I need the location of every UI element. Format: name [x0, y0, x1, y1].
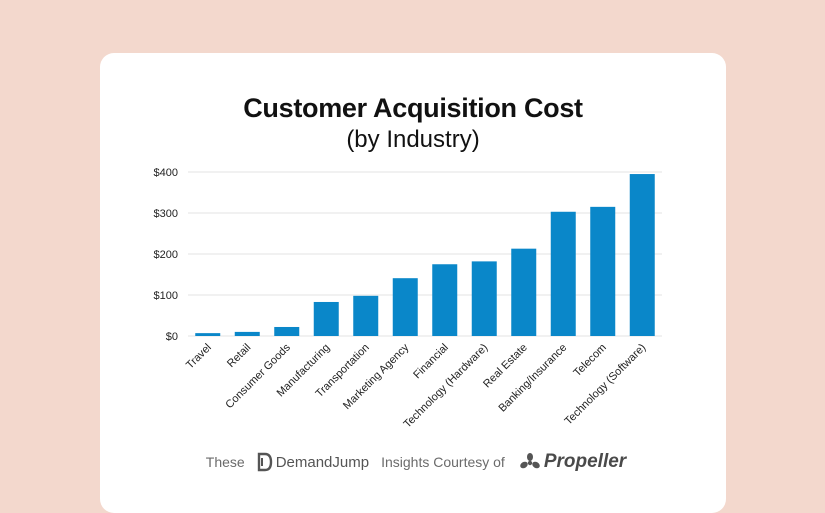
y-tick-label: $100	[154, 290, 178, 302]
chart-card: Customer Acquisition Cost (by Industry) …	[100, 53, 726, 513]
propeller-logo: Propeller	[519, 451, 626, 473]
footer-prefix: These	[205, 454, 245, 470]
x-tick-label: Technology (Software)	[562, 342, 648, 428]
bar	[511, 248, 537, 336]
demandjump-name: DemandJump	[275, 453, 370, 471]
bar	[274, 326, 300, 336]
bar	[392, 278, 418, 336]
y-tick-label: $0	[166, 331, 178, 343]
demandjump-icon	[257, 452, 272, 472]
y-tick-label: $400	[154, 167, 178, 179]
bar	[432, 264, 458, 336]
x-tick-label: Retail	[225, 342, 253, 370]
footer-middle: Insights Courtesy of	[381, 454, 505, 470]
x-tick-label: Travel	[184, 342, 214, 372]
chart-title: Customer Acquisition Cost	[243, 93, 583, 123]
footer-credits: These DemandJump Insights Courtesy of Pr…	[100, 451, 726, 473]
y-tick-label: $300	[154, 208, 178, 220]
bar	[195, 333, 221, 336]
bar	[550, 211, 576, 336]
bar	[313, 301, 339, 336]
bar	[234, 331, 260, 336]
bar	[590, 206, 616, 336]
x-tick-label: Marketing Agency	[341, 341, 412, 412]
demandjump-logo: DemandJump	[257, 452, 369, 472]
propeller-icon	[520, 453, 540, 469]
bar	[353, 295, 379, 336]
bar	[629, 174, 655, 336]
propeller-name: Propeller	[543, 451, 627, 472]
chart-subtitle: (by Industry)	[346, 126, 480, 153]
x-tick-label: Telecom	[571, 342, 608, 379]
x-tick-label: Financial	[411, 342, 451, 382]
bar	[471, 261, 497, 336]
y-tick-label: $200	[154, 249, 178, 261]
x-tick-label: Banking/Insurance	[496, 342, 569, 415]
